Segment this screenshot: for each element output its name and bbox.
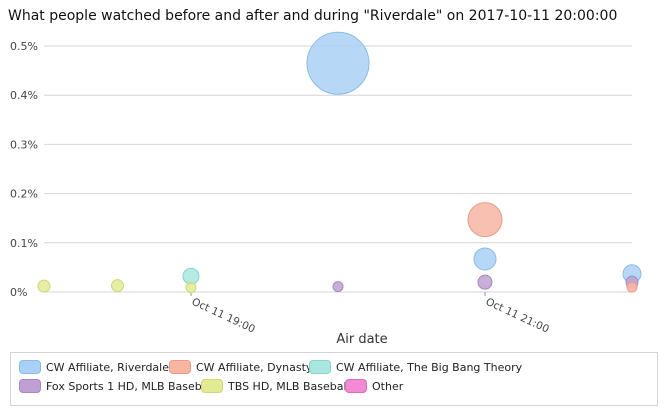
- legend-swatch: [201, 379, 223, 393]
- legend-item[interactable]: Other: [345, 379, 403, 393]
- data-point: [37, 279, 51, 293]
- legend-swatch: [19, 379, 41, 393]
- legend-label: CW Affiliate, Dynasty: [196, 360, 313, 374]
- chart-title: What people watched before and after and…: [8, 8, 618, 24]
- legend-item[interactable]: Fox Sports 1 HD, MLB Baseball: [19, 379, 215, 393]
- legend-label: TBS HD, MLB Baseball: [228, 379, 350, 393]
- data-point: [477, 274, 493, 290]
- y-tick-label: 0.2%: [10, 188, 38, 201]
- legend-swatch: [19, 360, 41, 374]
- legend-swatch: [309, 360, 331, 374]
- legend-label: Other: [372, 379, 404, 393]
- legend-swatch: [169, 360, 191, 374]
- chart-legend: CW Affiliate, Riverdale CW Affiliate, Dyn…: [10, 352, 658, 406]
- legend-label: CW Affiliate, The Big Bang Theory: [336, 360, 523, 374]
- data-point: [332, 281, 344, 293]
- legend-item[interactable]: CW Affiliate, The Big Bang Theory: [309, 360, 522, 374]
- x-axis-label: Air date: [336, 332, 387, 347]
- data-point: [185, 282, 197, 294]
- legend-item[interactable]: TBS HD, MLB Baseball: [201, 379, 350, 393]
- y-tick-label: 0.1%: [10, 237, 38, 250]
- data-point: [467, 202, 503, 238]
- data-point: [111, 279, 124, 293]
- data-point: [473, 247, 497, 271]
- y-tick-label: 0.5%: [10, 40, 38, 53]
- bubble-chart: 0% 0.1% 0.2% 0.3% 0.4% 0.5% Oct 11 19:00 Oct 11…: [10, 31, 642, 347]
- x-tick-label: Oct 11 19:00: [190, 296, 257, 336]
- y-tick-label: 0%: [10, 286, 27, 299]
- legend-item[interactable]: CW Affiliate, Dynasty: [169, 360, 312, 374]
- x-tick-label: Oct 11 21:00: [484, 296, 551, 336]
- legend-item[interactable]: CW Affiliate, Riverdale: [19, 360, 169, 374]
- data-point: [182, 267, 200, 285]
- data-point: [626, 281, 638, 293]
- legend-label: Fox Sports 1 HD, MLB Baseball: [46, 379, 215, 393]
- y-tick-label: 0.4%: [10, 89, 38, 102]
- legend-swatch: [345, 379, 367, 393]
- legend-label: CW Affiliate, Riverdale: [46, 360, 169, 374]
- data-point: [306, 31, 370, 95]
- y-tick-label: 0.3%: [10, 138, 38, 151]
